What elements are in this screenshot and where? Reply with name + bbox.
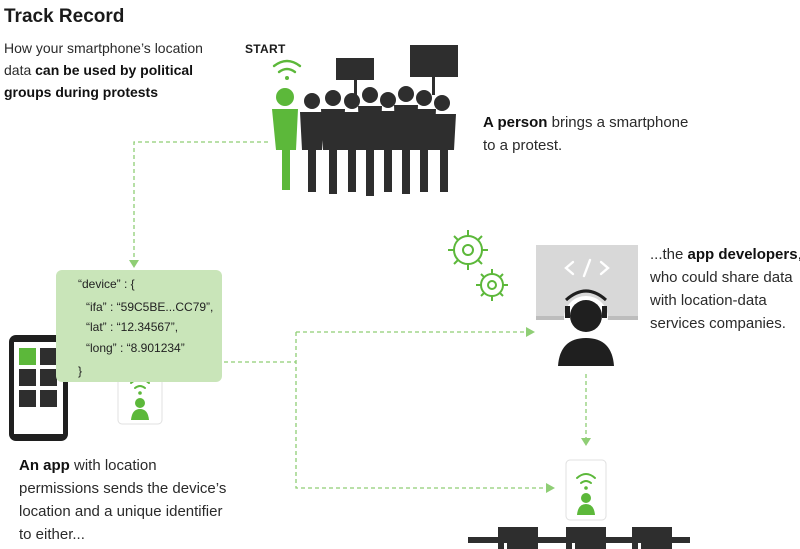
flow-connectors	[133, 141, 587, 489]
step-developers-pre: ...the	[650, 246, 688, 263]
code-line-close: }	[78, 364, 83, 378]
code-line-long: “long” : “8.901234”	[86, 341, 185, 355]
step-developers-bold: app developers	[687, 246, 798, 263]
step-app-caption: An app with location permissions sends t…	[19, 454, 234, 546]
subtitle-text: How your smartphone’s location data	[4, 40, 203, 78]
code-line-device: “device” : {	[78, 277, 135, 291]
step-developers-text: , who could share data with location-dat…	[650, 246, 800, 332]
device-data-payload	[56, 270, 222, 382]
wifi-icon	[272, 59, 302, 80]
code-line-lat: “lat” : “12.34567”,	[86, 320, 179, 334]
gear-icon	[448, 230, 508, 301]
start-label: START	[245, 42, 286, 56]
step-person-bold: A person	[483, 114, 548, 131]
page-title: Track Record	[4, 6, 125, 27]
connector-person-to-app	[133, 141, 268, 262]
code-line-ifa: “ifa” : “59C5BE...CC79”,	[86, 300, 214, 314]
connector-arrows	[129, 260, 591, 493]
code-icon	[564, 258, 610, 278]
phone-icon	[9, 335, 68, 441]
step-person-caption: A person brings a smartphone to a protes…	[483, 111, 703, 157]
page-subtitle: How your smartphone’s location data can …	[4, 37, 204, 103]
protester-with-phone-icon	[272, 88, 298, 190]
step-app-text: with location permissions sends the devi…	[19, 457, 227, 543]
step-app-bold: An app	[19, 457, 70, 474]
data-broker-device-icon	[565, 459, 607, 521]
crowd-icon	[300, 45, 458, 196]
connector-branch-vertical	[295, 332, 548, 489]
subtitle-emphasis: can be used by political groups during p…	[4, 62, 194, 100]
step-person-text: brings a smartphone to a protest.	[483, 114, 689, 154]
developer-icon	[536, 245, 638, 366]
server-icon	[468, 527, 690, 549]
step-developers-caption: ...the app developers, who could share d…	[650, 243, 800, 335]
